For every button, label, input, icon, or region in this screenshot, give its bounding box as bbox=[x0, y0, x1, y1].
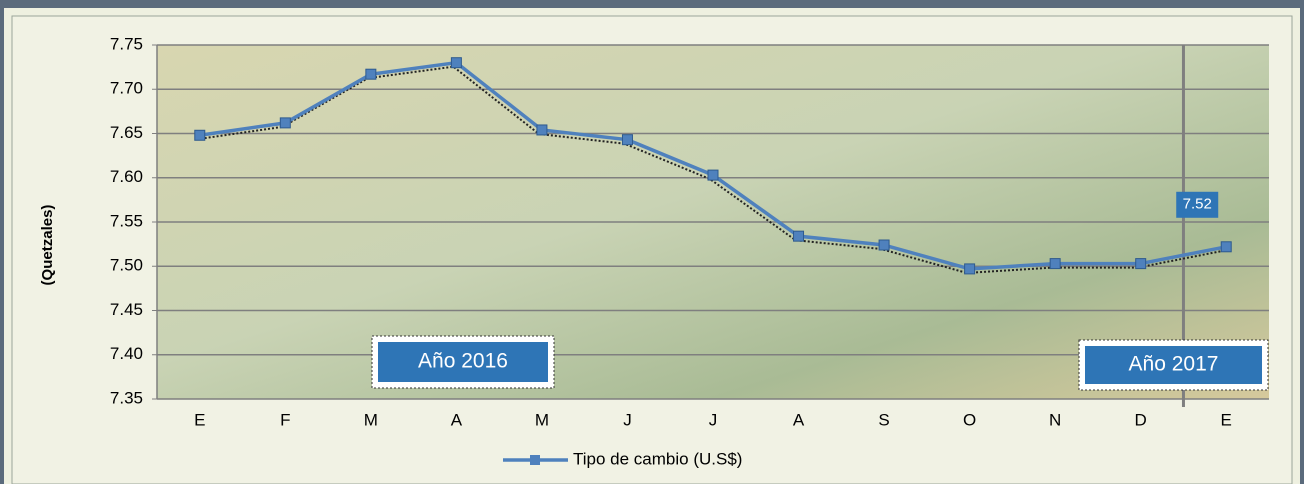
x-tick-label: S bbox=[878, 410, 889, 429]
y-tick-label: 7.35 bbox=[110, 388, 143, 407]
x-tick-label: E bbox=[194, 410, 205, 429]
y-axis-label: (Quetzales) bbox=[39, 205, 56, 286]
annotation: Año 2017 bbox=[1129, 353, 1219, 376]
marker bbox=[794, 231, 804, 241]
marker bbox=[708, 170, 718, 180]
x-tick-label: J bbox=[623, 410, 632, 429]
x-tick-label: E bbox=[1221, 410, 1232, 429]
legend-marker bbox=[530, 455, 540, 465]
legend-label: Tipo de cambio (U.S$) bbox=[573, 449, 742, 468]
x-tick-label: M bbox=[535, 410, 549, 429]
y-tick-label: 7.60 bbox=[110, 167, 143, 186]
data-label: 7.52 bbox=[1183, 196, 1212, 213]
y-tick-label: 7.65 bbox=[110, 123, 143, 142]
marker bbox=[1050, 259, 1060, 269]
x-tick-label: N bbox=[1049, 410, 1061, 429]
y-tick-label: 7.70 bbox=[110, 79, 143, 98]
x-tick-label: M bbox=[364, 410, 378, 429]
marker bbox=[1136, 259, 1146, 269]
x-tick-label: A bbox=[793, 410, 805, 429]
y-tick-label: 7.40 bbox=[110, 344, 143, 363]
marker bbox=[622, 135, 632, 145]
marker bbox=[366, 69, 376, 79]
marker bbox=[280, 118, 290, 128]
annotation: Año 2016 bbox=[418, 350, 508, 373]
marker bbox=[195, 130, 205, 140]
x-tick-label: D bbox=[1135, 410, 1147, 429]
x-tick-label: A bbox=[451, 410, 463, 429]
marker bbox=[537, 125, 547, 135]
y-tick-label: 7.55 bbox=[110, 211, 143, 230]
x-tick-label: F bbox=[280, 410, 290, 429]
y-tick-label: 7.75 bbox=[110, 34, 143, 53]
x-tick-label: O bbox=[963, 410, 976, 429]
marker bbox=[1221, 242, 1231, 252]
x-tick-label: J bbox=[709, 410, 718, 429]
marker bbox=[965, 264, 975, 274]
chart: (Quetzales) 7.35 7.40 7.45 7.50 7.55 7.60 7.65… bbox=[0, 0, 1304, 484]
marker bbox=[879, 240, 889, 250]
y-tick-label: 7.45 bbox=[110, 300, 143, 319]
marker bbox=[451, 58, 461, 68]
y-tick-label: 7.50 bbox=[110, 256, 143, 275]
